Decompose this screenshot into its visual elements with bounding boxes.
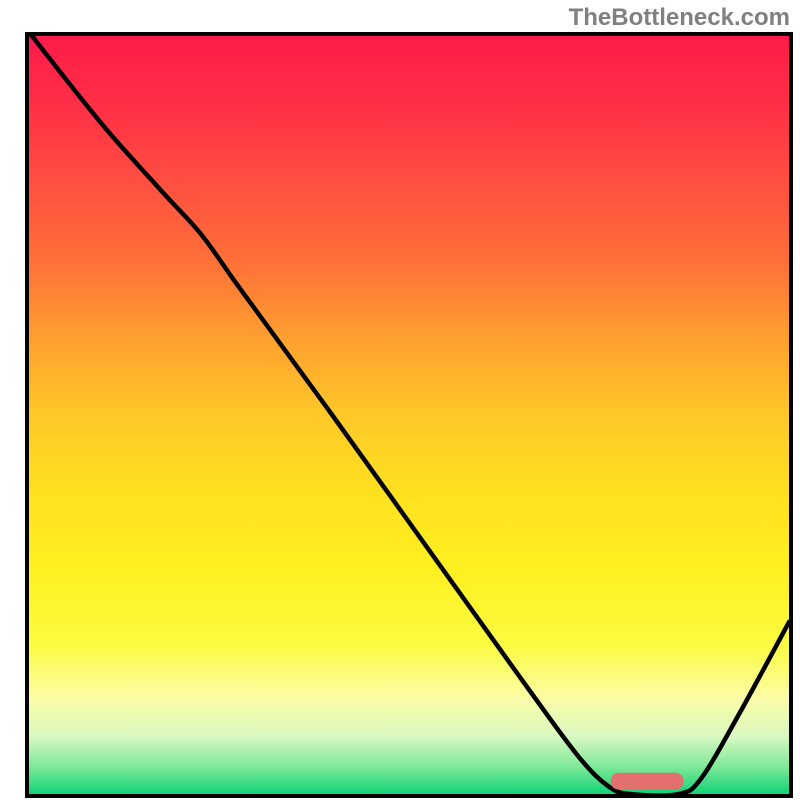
chart-svg	[25, 32, 793, 798]
optimal-marker	[611, 773, 684, 790]
chart-container: TheBottleneck.com	[0, 0, 800, 800]
plot-area	[25, 32, 793, 798]
watermark-text: TheBottleneck.com	[569, 4, 790, 32]
chart-background	[25, 32, 793, 798]
